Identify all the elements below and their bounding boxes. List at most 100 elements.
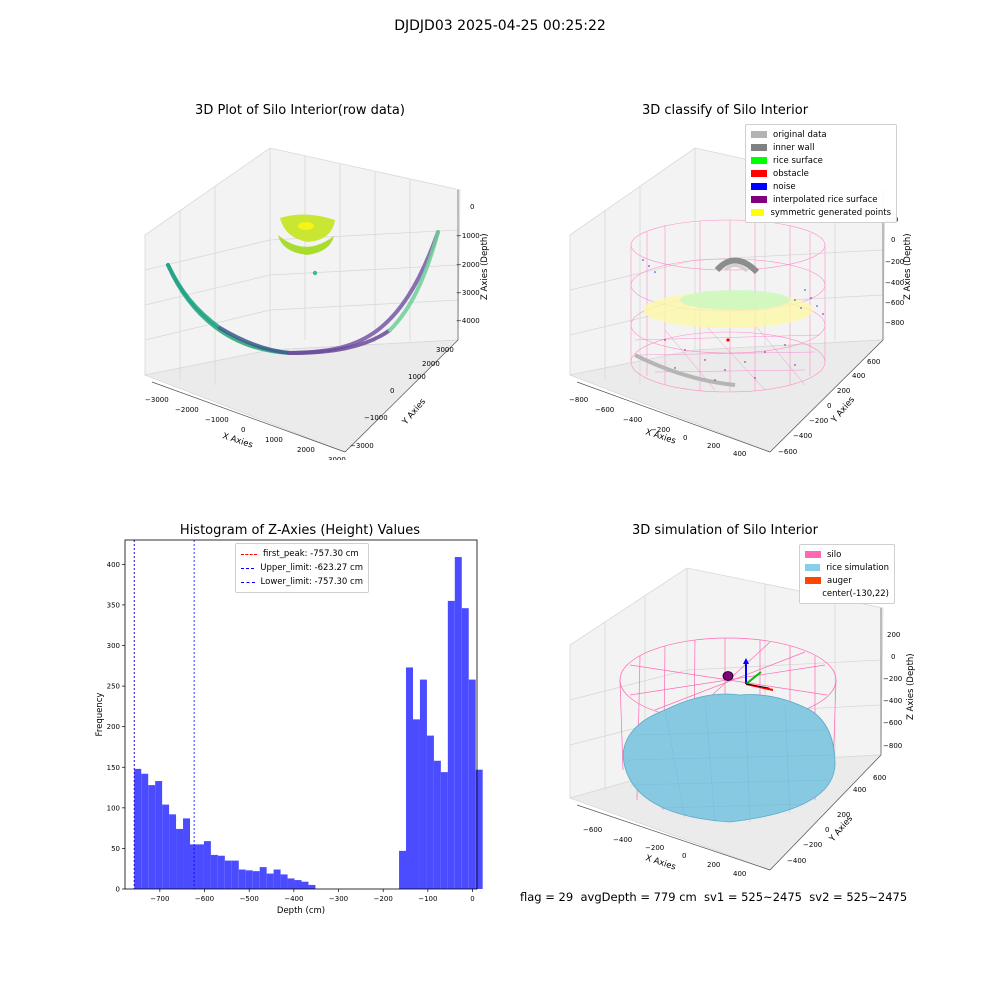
plot2-ylabel: Y Axies bbox=[829, 395, 857, 426]
histogram-bar bbox=[419, 679, 427, 889]
plot1-zlabel: Z Axies (Depth) bbox=[480, 233, 490, 300]
histogram-bar bbox=[280, 874, 288, 889]
histogram-bar bbox=[224, 860, 232, 889]
plot4-ytick: −200 bbox=[803, 841, 822, 849]
plot1-xtick: 1000 bbox=[265, 436, 283, 444]
histogram-xtick-label: −600 bbox=[195, 895, 214, 903]
histogram-bar bbox=[294, 880, 302, 889]
plot1-ytick: −1000 bbox=[364, 414, 388, 422]
plot1-ytick: 2000 bbox=[422, 360, 440, 368]
histogram-bar bbox=[169, 814, 177, 889]
histogram-chart: −700 −600 −500 −400 −300 −200 −100 0 0 50 100 150 2… bbox=[95, 539, 483, 916]
histogram-bar bbox=[196, 844, 204, 889]
histogram-bar bbox=[245, 870, 253, 889]
plot1-ytick: 3000 bbox=[436, 346, 454, 354]
plot2-xtick: −800 bbox=[569, 396, 588, 404]
plot1-ytick: 1000 bbox=[408, 373, 426, 381]
legend-item: original data bbox=[751, 128, 891, 141]
histogram-bar bbox=[406, 667, 413, 889]
histogram-xtick-label: −300 bbox=[329, 895, 348, 903]
plot2-ztick: −200 bbox=[885, 258, 904, 266]
legend-item: rice surface bbox=[751, 154, 891, 167]
plot4-ztick: 200 bbox=[887, 631, 900, 639]
legend-swatch bbox=[805, 551, 821, 558]
plot4-xtick: 200 bbox=[707, 861, 720, 869]
plot4-ytick: 0 bbox=[825, 826, 829, 834]
histogram-bar bbox=[475, 769, 483, 889]
legend-swatch bbox=[805, 577, 821, 584]
legend-item: first_peak: -757.30 cm bbox=[241, 547, 363, 561]
plot4-ztick: 0 bbox=[891, 653, 895, 661]
plot4-ytick: −400 bbox=[787, 857, 806, 865]
plot4-xtick: 0 bbox=[682, 852, 686, 860]
histogram-ytick-label: 300 bbox=[107, 642, 120, 650]
plot4-ytick: 400 bbox=[853, 786, 866, 794]
plot2-ytick: 0 bbox=[827, 402, 831, 410]
histogram-bar bbox=[183, 818, 190, 889]
plot2-xtick: −400 bbox=[623, 416, 642, 424]
histogram-ytick-label: 250 bbox=[107, 683, 120, 691]
histogram-bar bbox=[433, 760, 441, 889]
histogram-bar bbox=[301, 881, 309, 889]
legend-item: obstacle bbox=[751, 167, 891, 180]
plot2-ytick: 600 bbox=[867, 358, 880, 366]
plot1-ztick: −4000 bbox=[456, 317, 480, 325]
plot2-ytick: 200 bbox=[837, 387, 850, 395]
histogram-bar bbox=[440, 772, 448, 889]
legend-item: rice simulation bbox=[805, 561, 889, 574]
plot4-xtick: −600 bbox=[583, 826, 602, 834]
legend-item: silo bbox=[805, 548, 889, 561]
histogram-bar bbox=[426, 735, 434, 889]
plot2-xtick: 200 bbox=[707, 442, 720, 450]
plot2-xtick: 0 bbox=[683, 434, 687, 442]
histogram-bar bbox=[189, 844, 197, 889]
histogram-bar bbox=[252, 871, 260, 889]
plot1-xtick: 2000 bbox=[297, 446, 315, 454]
histogram-bar bbox=[231, 860, 239, 889]
histogram-ylabel: Frequency bbox=[95, 693, 105, 737]
plot1-3d-axes: −3000 −2000 −1000 0 1000 2000 3000 −3000… bbox=[143, 147, 490, 460]
legend-item: interpolated rice surface bbox=[751, 193, 891, 206]
histogram-bar bbox=[412, 719, 420, 889]
plot4-xtick: 400 bbox=[733, 870, 746, 878]
histogram-bar bbox=[266, 873, 274, 889]
plot2-ytick: −600 bbox=[778, 448, 797, 456]
plot1-xtick: 3000 bbox=[328, 456, 346, 460]
histogram-bar bbox=[238, 869, 246, 889]
histogram-bar bbox=[308, 884, 316, 889]
plot4-ztick: −800 bbox=[883, 742, 902, 750]
histogram-bar bbox=[141, 773, 149, 889]
plot2-legend: original data inner wall rice surface ob… bbox=[745, 124, 897, 223]
plot4-ytick: 600 bbox=[873, 774, 886, 782]
histogram-ytick-label: 200 bbox=[107, 723, 120, 731]
histogram-bar bbox=[210, 854, 218, 889]
plot1-ztick: −1000 bbox=[456, 232, 480, 240]
legend-swatch bbox=[751, 131, 767, 138]
plot1-ytick: 0 bbox=[390, 387, 394, 395]
plot2-ztick: −800 bbox=[885, 319, 904, 327]
legend-line-swatch bbox=[241, 581, 255, 583]
histogram-xtick-label: −500 bbox=[240, 895, 259, 903]
plot4-ztick: −600 bbox=[883, 719, 902, 727]
legend-swatch bbox=[751, 183, 767, 190]
plot1-ztick: −3000 bbox=[456, 289, 480, 297]
plot4-ztick: −200 bbox=[883, 675, 902, 683]
legend-swatch bbox=[805, 564, 821, 571]
legend-swatch bbox=[751, 196, 767, 203]
histogram-bar bbox=[217, 855, 225, 889]
plot1-xtick: −3000 bbox=[145, 396, 169, 404]
histogram-bar bbox=[461, 608, 469, 889]
histogram-xtick-label: −700 bbox=[150, 895, 169, 903]
histogram-bar bbox=[162, 804, 170, 889]
histogram-bar bbox=[454, 557, 462, 889]
plot2-xtick: 400 bbox=[733, 450, 746, 458]
plot2-ytick: 400 bbox=[852, 372, 865, 380]
plot4-xtick: −400 bbox=[613, 836, 632, 844]
legend-item: symmetric generated points bbox=[751, 206, 891, 219]
histogram-bar bbox=[259, 867, 267, 889]
histogram-title: Histogram of Z-Axies (Height) Values bbox=[179, 523, 421, 538]
histogram-bar bbox=[287, 878, 295, 889]
plot4-ytick: 200 bbox=[837, 811, 850, 819]
legend-swatch bbox=[751, 209, 765, 216]
status-footer: flag = 29 avgDepth = 779 cm sv1 = 525~24… bbox=[520, 890, 908, 904]
